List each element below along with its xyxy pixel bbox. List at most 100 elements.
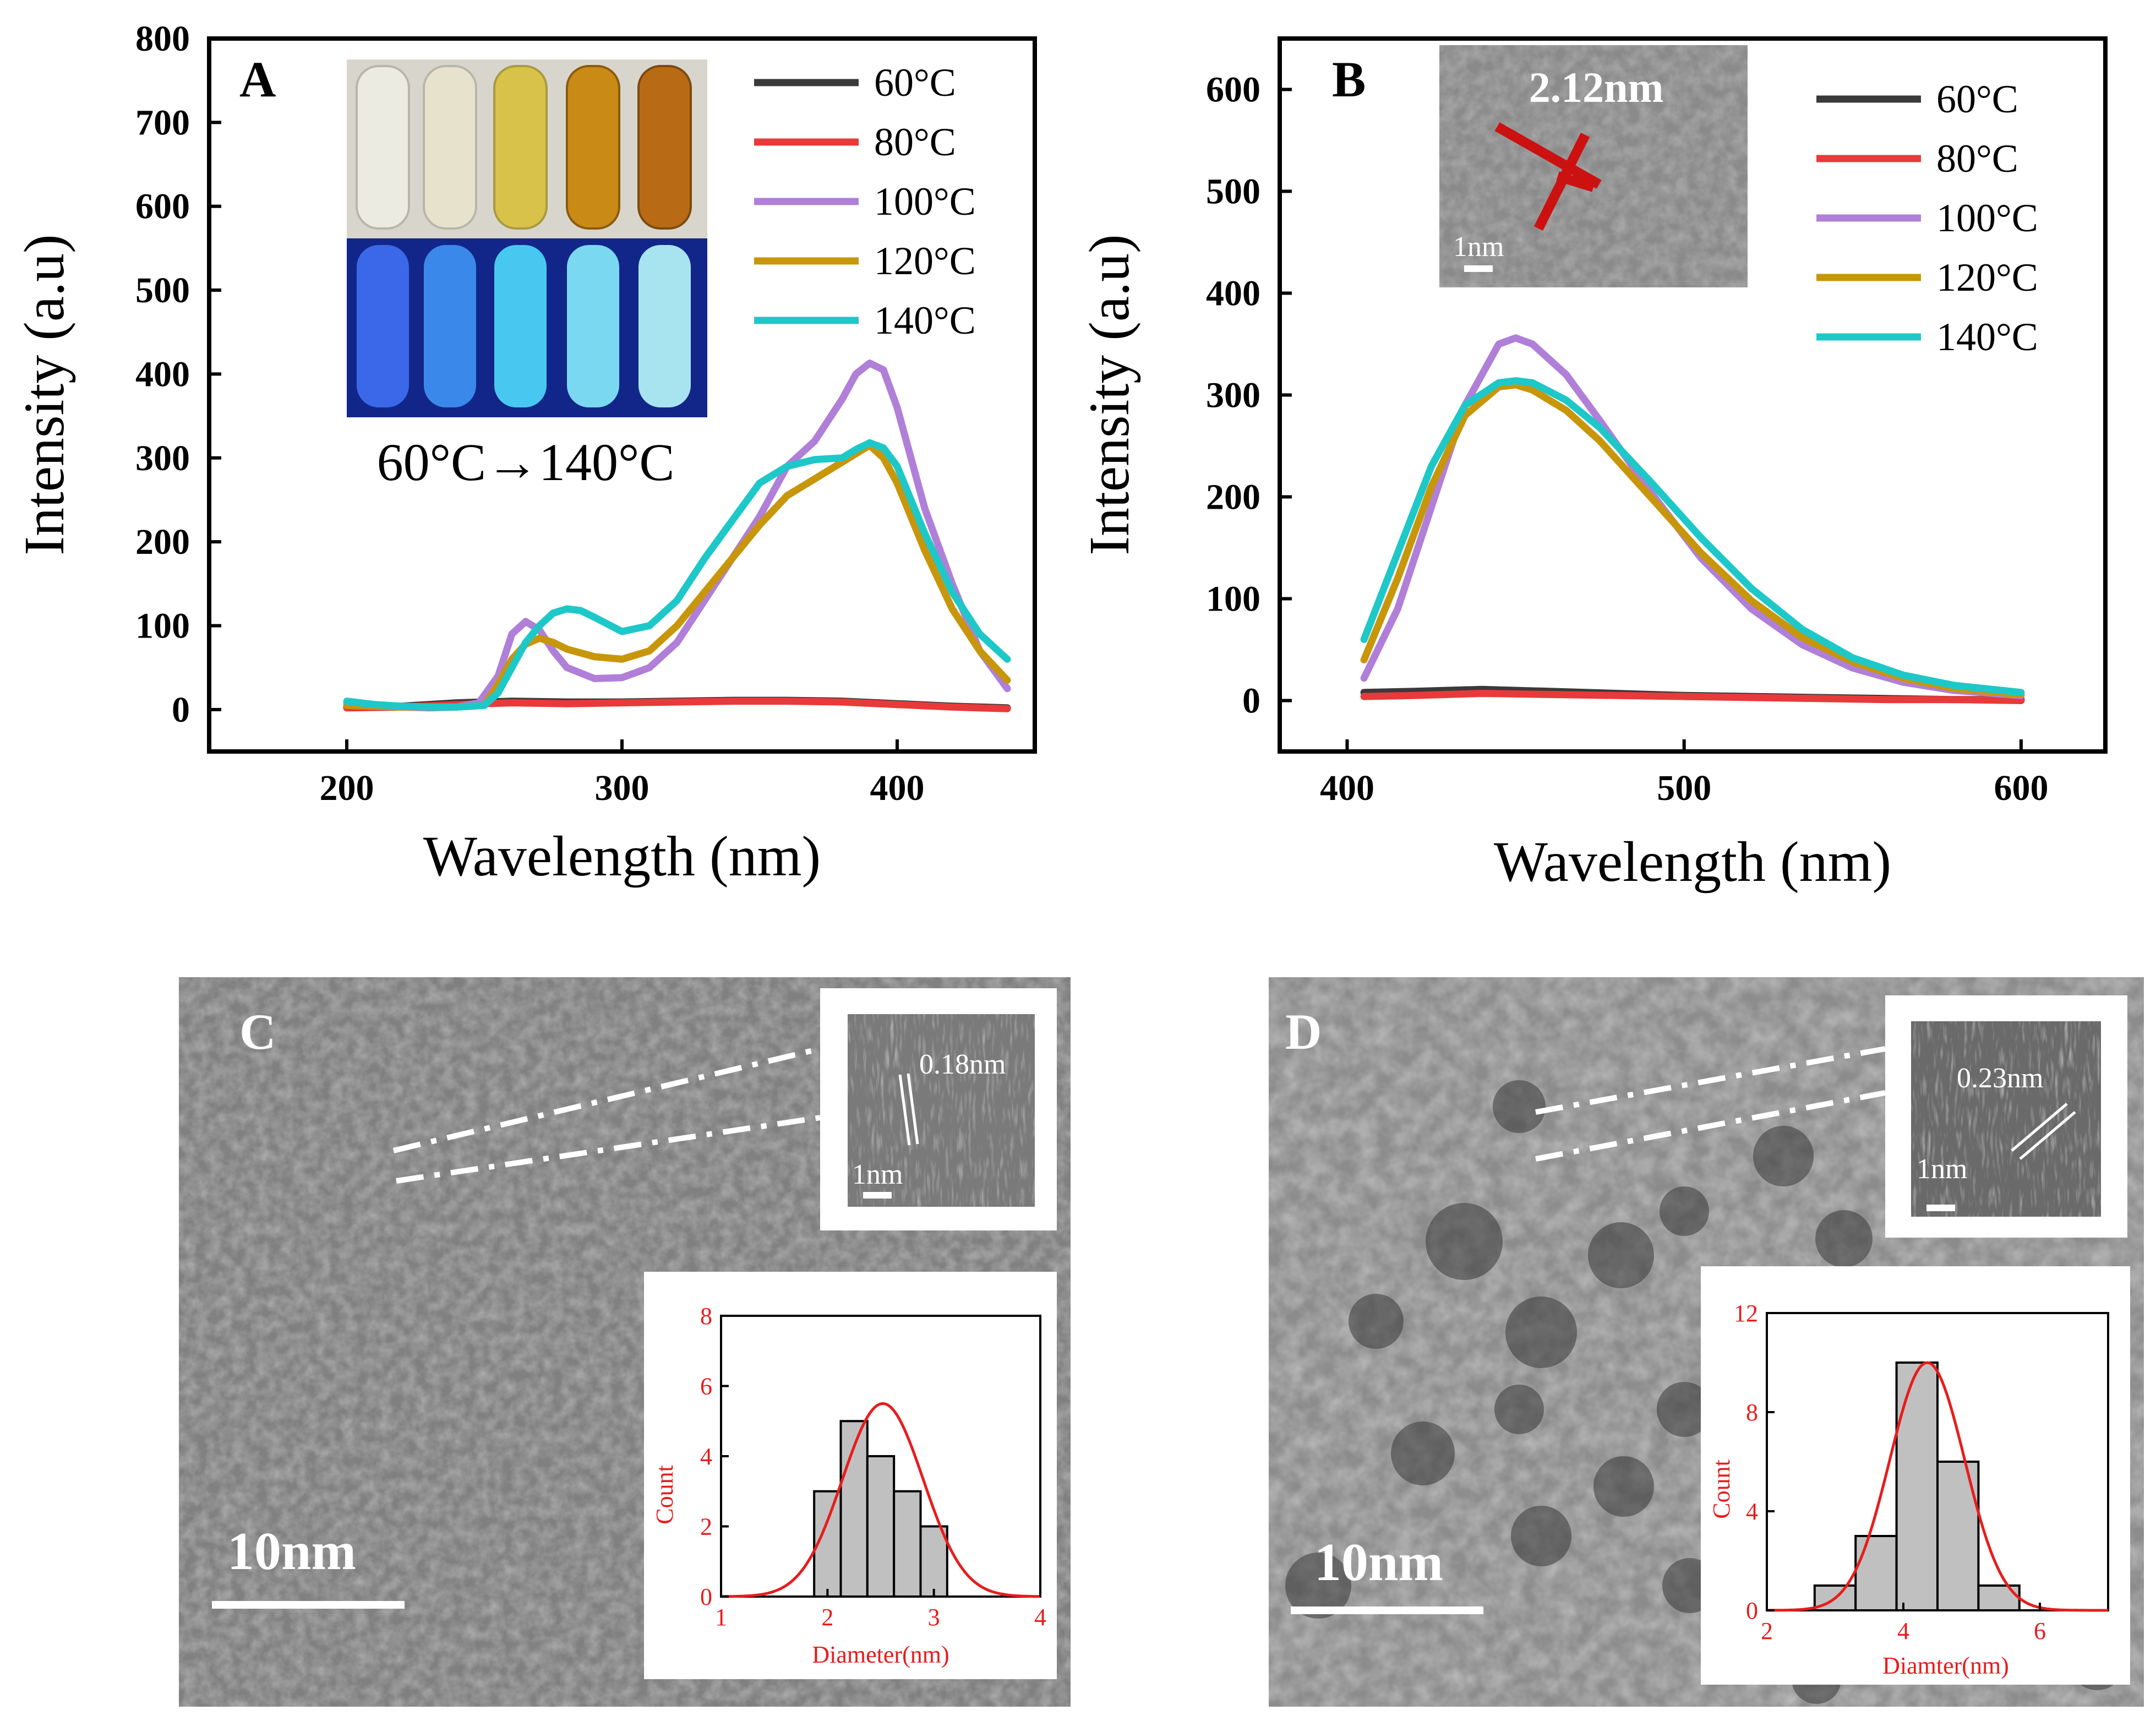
series-line-140c [1360,377,2025,696]
panel-a-ylabel: Intensity (a.u) [13,234,76,555]
lattice-inset-d: 0.23nm 1nm [1885,995,2127,1238]
y-tick-label: 6 [700,1373,712,1400]
x-tick-label: 400 [870,768,925,808]
panel-a-axes: 200 300 400 0 100 200 300 400 500 600 700 800 [135,19,925,808]
series-line-140c [343,439,1011,711]
vials-daylight [356,65,692,230]
legend-label: 120°C [1936,255,2038,299]
panel-b-ylabel: Intensity (a.u) [1078,234,1141,555]
panel-a-label: A [239,51,276,107]
y-tick-label: 0 [1242,681,1260,721]
hist-d-plot: 2 4 6 0 4 8 12 [1734,1300,2109,1644]
x-tick-label: 4 [1034,1604,1046,1631]
x-tick-label: 2 [821,1604,833,1631]
y-tick-label: 100 [135,606,190,646]
panel-a-series [343,360,1011,712]
hist-bar [866,1455,896,1598]
panel-b-xlabel: Wavelength (nm) [1494,830,1891,894]
y-tick-label: 0 [172,690,190,730]
lattice-spacing-d: 0.23nm [1957,1063,2043,1094]
hist-bar [893,1490,922,1598]
tem-inset-b-scalebar [1464,265,1493,272]
y-tick-label: 2 [700,1513,712,1540]
gaussian-fit-line [1766,1361,2108,1612]
y-tick-label: 400 [1206,274,1260,314]
x-tick-label: 3 [928,1604,940,1631]
panel-c: C 0.18nm 1nm 1 2 3 4 0 2 4 6 8 Count Diameter(nm… [179,977,1071,1707]
panel-b-label: B [1332,51,1366,107]
y-tick-label: 100 [1206,579,1260,619]
hist-inset-d: 2 4 6 0 4 8 12 Count Diamter(nm) [1701,1266,2130,1685]
scale-label-d: 10nm [1314,1533,1443,1592]
hist-d-ylabel: Count [1708,1459,1735,1519]
series-line-80c [1360,690,2025,704]
measure-line-icon [1494,122,1602,189]
x-tick-label: 2 [1761,1617,1773,1644]
x-tick-label: 6 [2034,1617,2046,1644]
hist-bar [1854,1535,1898,1611]
x-tick-label: 300 [595,768,649,808]
panel-a: A 60°C→140°C 200 300 400 0 100 200 300 400 500 60… [13,19,1037,888]
x-tick-label: 4 [1897,1617,1909,1644]
lattice-inset-d-scale-label: 1nm [1917,1153,1967,1185]
hist-c-xlabel: Diameter(nm) [812,1641,949,1668]
panel-a-xlabel: Wavelength (nm) [423,825,821,888]
legend-label: 60°C [1936,77,2018,121]
zoom-guide-line [1535,1046,1886,1115]
series-line-100c [1360,334,2025,699]
vials-uv [357,245,691,407]
y-tick-label: 500 [135,270,190,311]
zoom-guide-line [1535,1090,1886,1162]
legend-label: 80°C [874,120,956,164]
vial-photo-inset [347,59,707,417]
y-tick-label: 8 [1746,1399,1758,1426]
x-tick-label: 500 [1657,768,1711,808]
legend-label: 140°C [1936,315,2038,359]
y-tick-label: 300 [1206,375,1260,416]
vial-temperature-caption: 60°C→140°C [377,433,675,492]
y-tick-label: 200 [1206,477,1260,518]
y-tick-label: 4 [700,1443,712,1470]
hist-bar [1936,1461,1980,1611]
legend-label: 60°C [874,61,956,105]
y-tick-label: 0 [700,1583,712,1610]
x-tick-label: 600 [1994,768,2048,808]
gaussian-fit-line [721,1402,1040,1598]
hist-inset-c: 1 2 3 4 0 2 4 6 8 Count Diameter(nm) [644,1272,1057,1679]
panel-c-label: C [239,1004,276,1060]
panel-b-legend: 60°C 80°C 100°C 120°C 140°C [1816,77,2038,359]
lattice-inset-c-scalebar [863,1192,892,1199]
lattice-spacing-c: 0.18nm [919,1049,1006,1080]
y-tick-label: 700 [135,102,190,143]
y-tick-label: 12 [1734,1300,1758,1327]
x-tick-label: 1 [715,1604,727,1631]
panel-b-axes: 400 500 600 0 100 200 300 400 500 600 [1206,70,2048,809]
hist-c-ylabel: Count [651,1465,678,1524]
series-line-120c [1360,381,2025,698]
hist-c-plot: 1 2 3 4 0 2 4 6 8 [700,1303,1046,1631]
legend-label: 100°C [1936,196,2038,240]
lattice-inset-c-scale-label: 1nm [852,1159,903,1190]
y-tick-label: 600 [135,187,190,227]
y-tick-label: 500 [1206,172,1260,212]
y-tick-label: 200 [135,522,190,562]
y-tick-label: 4 [1746,1498,1758,1525]
y-tick-label: 8 [700,1303,712,1330]
y-tick-label: 400 [135,354,190,394]
legend-label: 140°C [874,298,976,342]
tem-inset-b-measure: 2.12nm [1529,63,1664,111]
x-tick-label: 400 [1320,768,1374,808]
hist-bar [1895,1361,1939,1611]
measure-line-icon [1556,171,1595,192]
scalebar-d [1291,1606,1483,1614]
legend-label: 80°C [1936,137,2018,181]
hist-bar [1977,1584,2021,1611]
y-tick-label: 0 [1746,1597,1758,1624]
tem-inset-b: 2.12nm 1nm [1439,45,1748,287]
hist-d-xlabel: Diamter(nm) [1882,1652,2009,1679]
panel-b: B 2.12nm 1nm 400 500 600 0 100 200 300 400 500 60… [1078,36,2108,894]
lattice-inset-d-scalebar [1926,1205,1955,1211]
panel-a-legend: 60°C 80°C 100°C 120°C 140°C [754,61,976,342]
